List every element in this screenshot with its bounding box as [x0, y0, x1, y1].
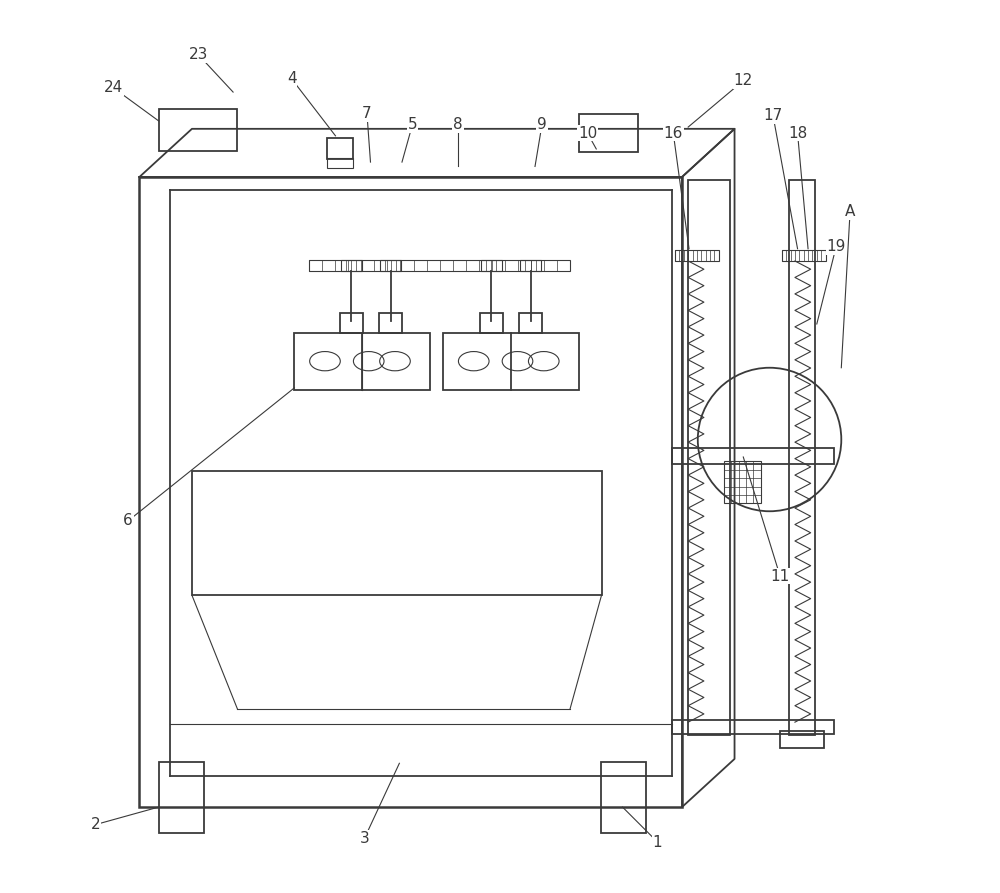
Bar	[579, 114, 638, 153]
Bar	[327, 158, 353, 168]
Bar	[380, 260, 401, 271]
Text: 1: 1	[653, 835, 662, 849]
Bar	[782, 249, 826, 261]
Text: 24: 24	[104, 80, 123, 96]
Text: 7: 7	[362, 106, 372, 121]
Bar	[340, 313, 363, 333]
Bar	[309, 260, 570, 271]
Text: A: A	[845, 204, 855, 220]
Bar	[519, 313, 542, 333]
Bar	[192, 471, 602, 596]
Text: 3: 3	[359, 831, 369, 846]
Bar	[672, 720, 834, 733]
Text: 8: 8	[453, 117, 463, 132]
Text: 16: 16	[664, 126, 683, 141]
Bar	[341, 260, 362, 271]
Bar	[601, 762, 646, 833]
Text: 17: 17	[763, 108, 783, 123]
Bar	[294, 333, 430, 389]
Bar	[789, 179, 815, 735]
Bar	[139, 177, 682, 807]
Bar	[520, 260, 541, 271]
Bar	[672, 448, 834, 464]
Text: 5: 5	[408, 117, 417, 132]
Bar	[780, 730, 824, 748]
Text: 23: 23	[188, 47, 208, 62]
Text: 19: 19	[826, 239, 846, 255]
Bar	[675, 249, 719, 261]
Text: 2: 2	[91, 817, 100, 832]
Text: 4: 4	[287, 71, 297, 87]
Text: 11: 11	[770, 569, 790, 583]
Text: 10: 10	[578, 126, 597, 141]
Bar	[159, 762, 204, 833]
Text: 6: 6	[123, 513, 133, 529]
Bar	[159, 109, 237, 151]
Bar	[688, 179, 730, 735]
Bar	[327, 138, 353, 160]
Text: 12: 12	[734, 73, 753, 88]
Bar	[443, 333, 579, 389]
Text: 18: 18	[788, 126, 807, 141]
Bar	[481, 260, 502, 271]
Text: 9: 9	[537, 117, 547, 132]
Bar	[379, 313, 402, 333]
Bar	[724, 462, 761, 504]
Bar	[480, 313, 503, 333]
